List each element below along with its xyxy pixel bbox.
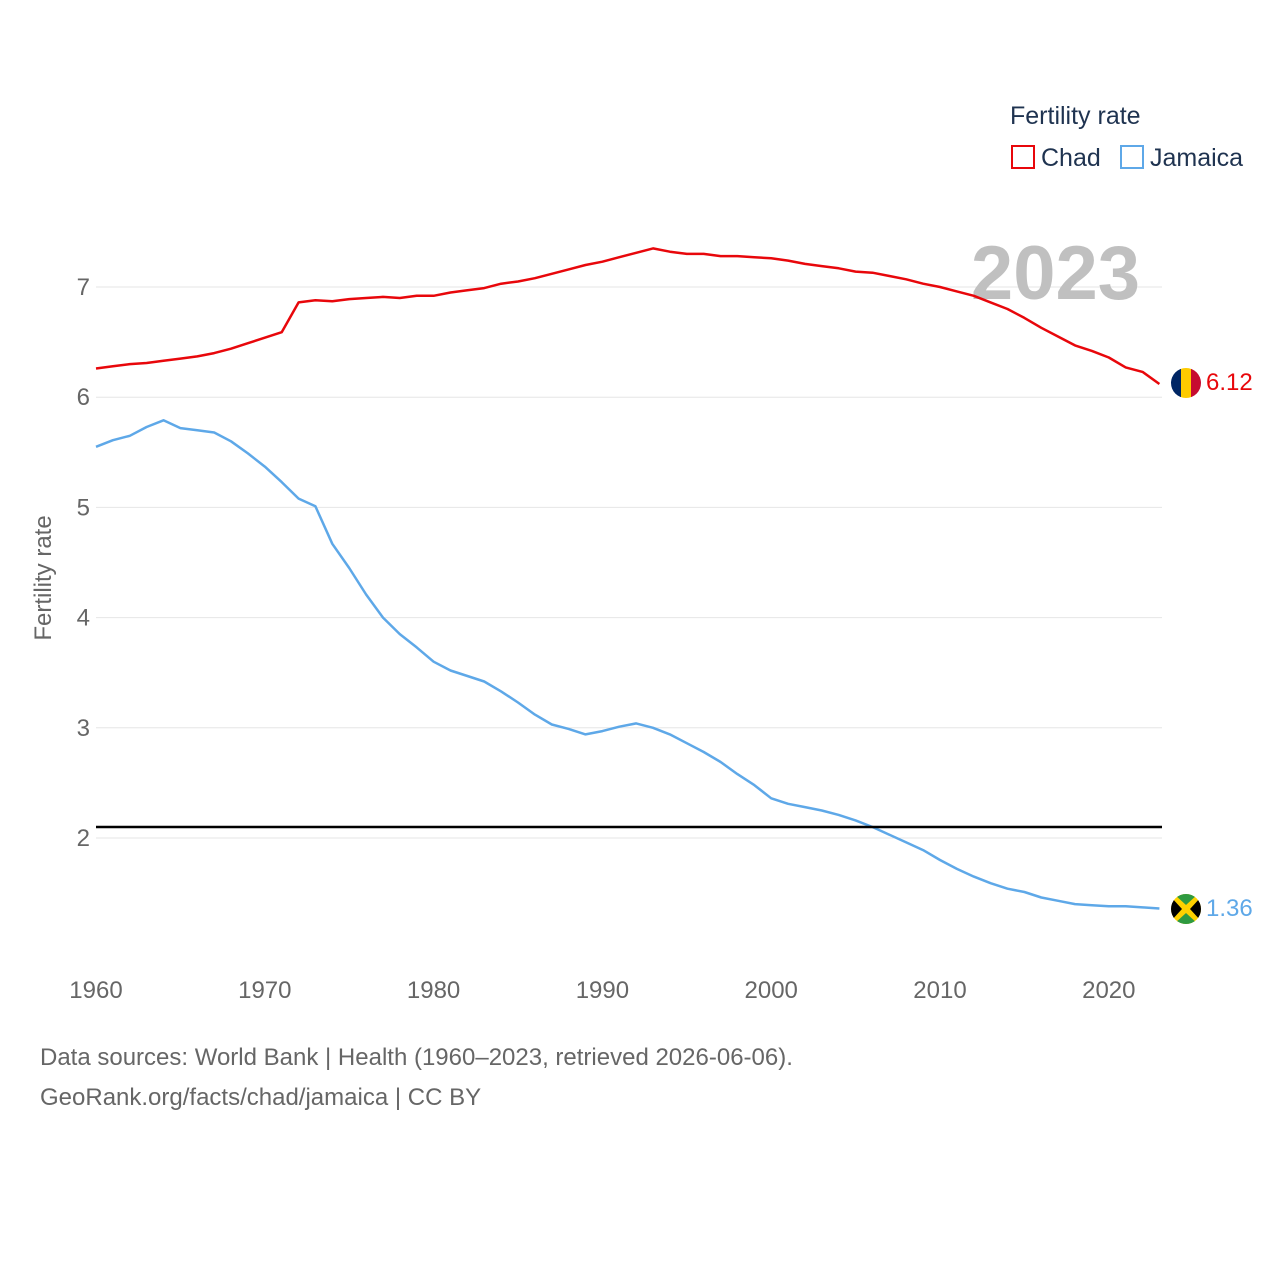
fertility-chart: 2 3 4 5 6 7 1960 1970 1980 1990 2000 2010 2020 Fert… [30, 102, 1253, 1004]
chad-flag-icon [1171, 368, 1201, 398]
x-tick-label: 2020 [1082, 977, 1135, 1004]
legend-label-chad[interactable]: Chad [1041, 144, 1101, 172]
jamaica-flag-icon [1171, 894, 1201, 924]
y-tick-label: 3 [77, 715, 90, 742]
series-lines [95, 247, 1161, 910]
legend-title: Fertility rate [1010, 102, 1141, 130]
x-tick-label: 1970 [238, 977, 291, 1004]
current-year-label: 2023 [971, 231, 1140, 316]
x-tick-label: 1960 [69, 977, 122, 1004]
y-tick-label: 6 [77, 384, 90, 411]
series-line-chad[interactable] [95, 247, 1161, 386]
x-tick-label: 1990 [576, 977, 629, 1004]
series-line-jamaica[interactable] [95, 419, 1160, 910]
jamaica-end-value-label: 1.36 [1206, 895, 1253, 922]
x-tick-label: 1980 [407, 977, 460, 1004]
legend-label-jamaica[interactable]: Jamaica [1150, 144, 1243, 172]
y-tick-label: 5 [77, 494, 90, 521]
x-tick-label: 2010 [913, 977, 966, 1004]
data-sources-note: Data sources: World Bank | Health (1960–… [40, 1044, 793, 1071]
y-tick-label: 4 [77, 605, 90, 632]
y-tick-label: 2 [77, 825, 90, 852]
legend-swatch-jamaica[interactable] [1120, 145, 1144, 169]
legend-swatch-chad[interactable] [1011, 145, 1035, 169]
x-axis-ticks: 1960 1970 1980 1990 2000 2010 2020 [69, 977, 1135, 1004]
chad-end-value-label: 6.12 [1206, 369, 1253, 396]
x-tick-label: 2000 [745, 977, 798, 1004]
grid-lines [96, 286, 1162, 839]
y-axis-ticks: 2 3 4 5 6 7 [77, 274, 90, 852]
y-tick-label: 7 [77, 274, 90, 301]
y-axis-label: Fertility rate [30, 515, 57, 640]
credit-link[interactable]: GeoRank.org/facts/chad/jamaica | CC BY [40, 1084, 482, 1111]
